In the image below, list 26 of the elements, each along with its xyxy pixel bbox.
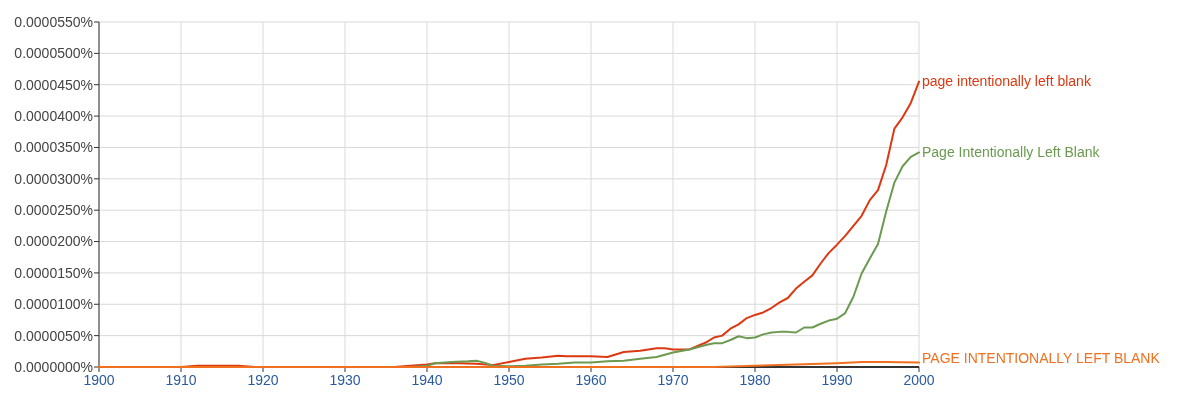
y-tick-label: 0.0000250% <box>14 202 93 219</box>
y-tick-label: 0.0000550% <box>14 13 93 30</box>
y-tick-label: 0.0000000% <box>14 358 93 375</box>
x-tick-label: 1900 <box>83 372 115 388</box>
series-label: PAGE INTENTIONALLY LEFT BLANK <box>922 349 1161 366</box>
x-tick-label: 1980 <box>739 372 771 388</box>
x-tick-label: 2000 <box>903 372 935 388</box>
y-tick-label: 0.0000200% <box>14 233 93 250</box>
x-tick-label: 1950 <box>493 372 525 388</box>
x-tick-label: 1940 <box>411 372 443 388</box>
series-label: page intentionally left blank <box>922 73 1092 90</box>
x-tick-label: 1930 <box>329 372 361 388</box>
y-tick-label: 0.0000400% <box>14 107 93 124</box>
series-label: Page Intentionally Left Blank <box>922 144 1101 161</box>
x-tick-label: 1910 <box>165 372 197 388</box>
y-tick-label: 0.0000300% <box>14 170 93 187</box>
y-tick-label: 0.0000150% <box>14 264 93 281</box>
y-tick-label: 0.0000350% <box>14 139 93 156</box>
x-tick-label: 1960 <box>575 372 607 388</box>
y-tick-label: 0.0000500% <box>14 45 93 62</box>
y-tick-label: 0.0000100% <box>14 296 93 313</box>
x-tick-label: 1970 <box>657 372 689 388</box>
y-tick-label: 0.0000050% <box>14 327 93 344</box>
x-tick-label: 1990 <box>821 372 853 388</box>
y-tick-label: 0.0000450% <box>14 76 93 93</box>
x-tick-label: 1920 <box>247 372 279 388</box>
